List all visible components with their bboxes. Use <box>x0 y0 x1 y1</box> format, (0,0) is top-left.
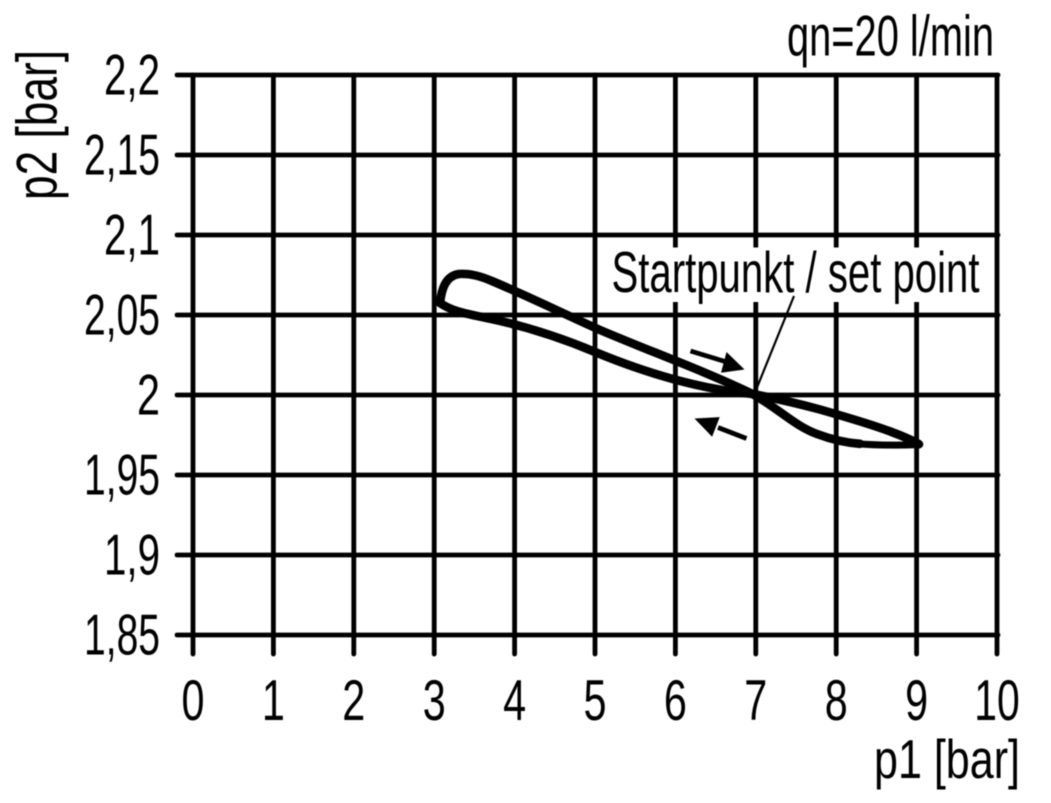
svg-text:2,15: 2,15 <box>84 124 160 188</box>
svg-text:9: 9 <box>905 669 928 733</box>
svg-text:1,85: 1,85 <box>84 604 160 668</box>
svg-text:4: 4 <box>503 669 526 733</box>
svg-text:1,9: 1,9 <box>104 524 160 588</box>
svg-text:10: 10 <box>974 669 1020 733</box>
svg-text:p2 [bar]: p2 [bar] <box>6 50 70 200</box>
svg-text:Startpunkt / set point: Startpunkt / set point <box>612 241 980 305</box>
svg-text:7: 7 <box>744 669 767 733</box>
svg-text:5: 5 <box>584 669 607 733</box>
svg-text:6: 6 <box>664 669 687 733</box>
svg-text:qn=20 l/min: qn=20 l/min <box>787 5 994 69</box>
svg-text:2,2: 2,2 <box>104 44 160 108</box>
svg-text:2: 2 <box>137 364 160 428</box>
svg-text:1,95: 1,95 <box>84 444 160 508</box>
svg-text:2,05: 2,05 <box>84 284 160 348</box>
svg-text:1: 1 <box>262 669 285 733</box>
svg-text:0: 0 <box>182 669 205 733</box>
svg-text:8: 8 <box>825 669 848 733</box>
svg-text:p1 [bar]: p1 [bar] <box>874 728 1020 790</box>
svg-text:2,1: 2,1 <box>104 204 160 268</box>
svg-text:3: 3 <box>423 669 446 733</box>
svg-text:2: 2 <box>342 669 365 733</box>
